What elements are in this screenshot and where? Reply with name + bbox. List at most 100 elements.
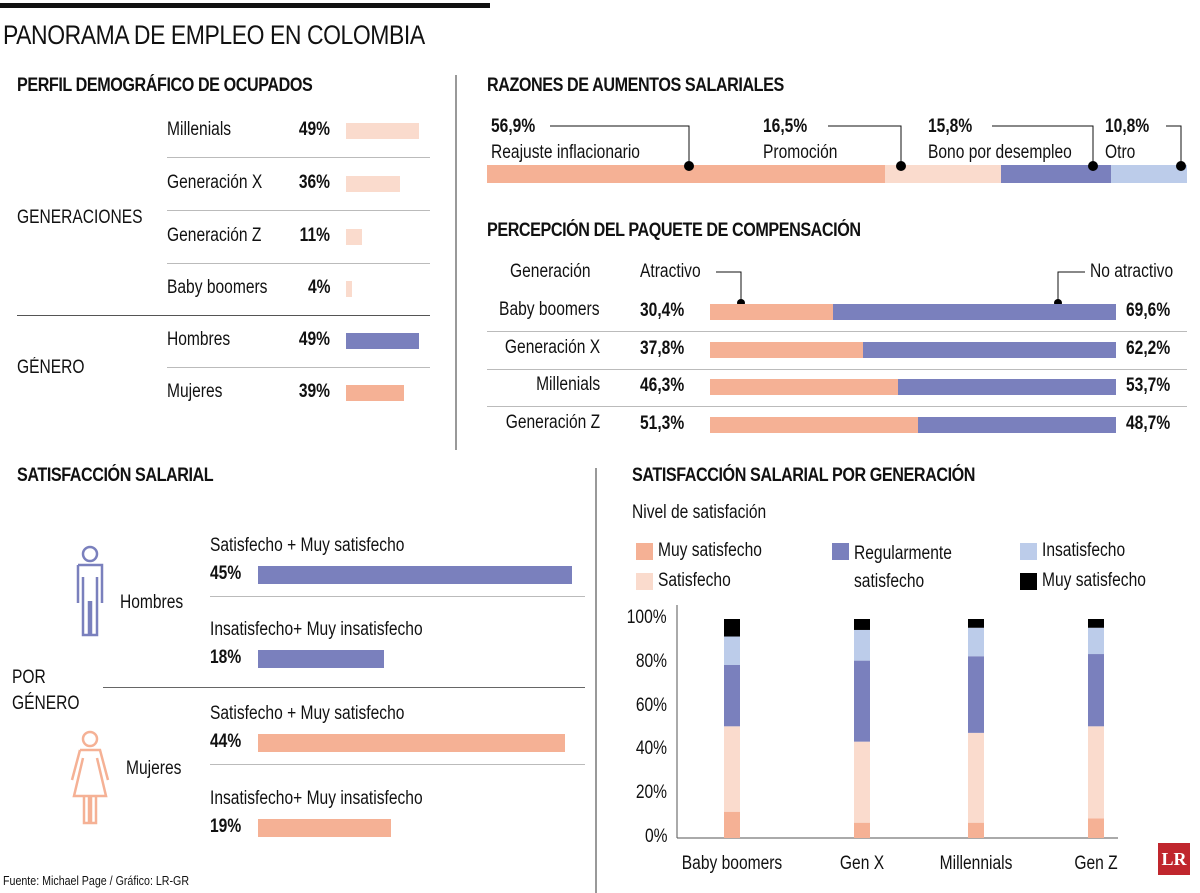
row-divider xyxy=(17,315,430,316)
stacked-bar-segment xyxy=(1088,654,1104,727)
perfil-label: Generación X xyxy=(167,172,263,193)
perfil-label: Hombres xyxy=(167,329,231,350)
perfil-value: 39% xyxy=(298,381,330,402)
razones-segment xyxy=(1111,165,1187,183)
percepcion-no-atractivo: 69,6% xyxy=(1126,300,1171,321)
satisfaccion-label: Satisfecho + Muy satisfecho xyxy=(210,703,405,724)
stacked-bar-segment xyxy=(724,811,740,838)
razones-segment xyxy=(885,165,1001,183)
razones-value: 10,8% xyxy=(1105,116,1150,137)
razones-title: RAZONES DE AUMENTOS SALARIALES xyxy=(487,75,784,96)
satisfaccion-label: Insatisfecho+ Muy insatisfecho xyxy=(210,788,423,809)
footer-source: Fuente: Michael Page / Gráfico: LR-GR xyxy=(3,873,190,888)
satisfaccion-bar xyxy=(258,650,384,668)
percepcion-atractivo: 46,3% xyxy=(640,375,685,396)
col-no-atractivo: No atractivo xyxy=(1090,261,1174,282)
row-divider xyxy=(167,210,430,211)
row-divider xyxy=(167,263,430,264)
perfil-bar xyxy=(346,281,352,297)
perfil-bar xyxy=(346,229,363,245)
row-divider xyxy=(210,764,585,765)
stacked-bar-segment xyxy=(1088,818,1104,838)
y-tick-label: 100% xyxy=(627,607,667,628)
y-tick-label: 80% xyxy=(635,650,667,672)
stacked-bar-segment xyxy=(724,636,740,665)
legend-label: Muy satisfecho xyxy=(658,540,762,561)
row-divider xyxy=(210,596,585,597)
bar-atractivo xyxy=(710,379,898,395)
legend-label: Insatisfecho xyxy=(1042,540,1126,561)
percepcion-no-atractivo: 62,2% xyxy=(1126,338,1171,359)
bar-no-atractivo xyxy=(863,342,1116,358)
perfil-label: Millenials xyxy=(167,119,232,140)
bar-no-atractivo xyxy=(897,379,1116,395)
lr-logo: LR xyxy=(1158,843,1190,875)
stacked-bar-segment xyxy=(968,619,984,628)
perfil-value: 4% xyxy=(307,277,330,298)
perfil-value: 11% xyxy=(299,225,330,246)
legend-label: Regularmente satisfecho xyxy=(854,543,952,592)
chart-subtitle: Nivel de satisfación xyxy=(632,502,767,523)
generaciones-label: GENERACIONES xyxy=(17,207,143,228)
razones-value: 15,8% xyxy=(928,116,973,137)
legend-swatch xyxy=(832,543,849,560)
percepcion-atractivo: 37,8% xyxy=(640,338,685,359)
genero-label: GÉNERO xyxy=(17,357,85,378)
stacked-bar-segment xyxy=(968,656,984,733)
bar-atractivo xyxy=(710,417,919,433)
col-generacion: Generación xyxy=(510,261,591,282)
legend-swatch xyxy=(636,573,653,590)
col-atractivo: Atractivo xyxy=(640,261,701,282)
legend-swatch xyxy=(636,543,653,560)
row-divider xyxy=(487,406,1187,407)
woman-icon xyxy=(70,730,110,825)
gender-divider xyxy=(103,687,585,688)
percepcion-gen: Baby boomers xyxy=(499,299,600,320)
bar-no-atractivo xyxy=(918,417,1116,433)
chart-title: SATISFACCIÓN SALARIAL POR GENERACIÓN xyxy=(632,465,976,486)
y-tick-label: 40% xyxy=(635,738,667,760)
stacked-bar-segment xyxy=(854,660,870,742)
stacked-bar-segment xyxy=(968,627,984,657)
percepcion-no-atractivo: 53,7% xyxy=(1126,375,1171,396)
razones-label: Promoción xyxy=(763,142,838,163)
perfil-value: 36% xyxy=(298,172,330,193)
stacked-bar-segment xyxy=(1088,619,1104,628)
satisfaccion-label: Satisfecho + Muy satisfecho xyxy=(210,535,405,556)
y-tick-label: 0% xyxy=(644,826,667,847)
row-divider xyxy=(167,157,430,158)
top-rule xyxy=(0,3,490,8)
razones-value: 16,5% xyxy=(763,116,808,137)
percepcion-gen: Generación Z xyxy=(505,412,600,433)
y-tick-label: 60% xyxy=(635,694,667,716)
mujeres-label: Mujeres xyxy=(126,758,182,779)
stacked-bar-segment xyxy=(854,619,870,630)
razones-label: Bono por desempleo xyxy=(928,142,1072,163)
legend-label: Satisfecho xyxy=(658,570,731,591)
perfil-label: Mujeres xyxy=(167,381,223,402)
bar-no-atractivo xyxy=(833,304,1116,320)
page-title: PANORAMA DE EMPLEO EN COLOMBIA xyxy=(3,20,425,50)
percepcion-gen: Generación X xyxy=(504,337,600,358)
stacked-bar-segment xyxy=(854,629,870,661)
razones-callouts xyxy=(550,125,1186,171)
divider xyxy=(455,75,457,450)
razones-segment xyxy=(487,165,886,183)
satisfaccion-title: SATISFACCIÓN SALARIAL xyxy=(17,465,214,486)
razones-value: 56,9% xyxy=(491,116,536,137)
satisfaccion-bar xyxy=(258,819,391,837)
legend-label: Muy satisfecho xyxy=(1042,570,1146,591)
razones-label: Otro xyxy=(1105,142,1136,163)
perfil-bar xyxy=(346,385,405,401)
x-tick-label: Gen X xyxy=(839,853,885,874)
bar-atractivo xyxy=(710,342,864,358)
satisfaccion-value: 45% xyxy=(210,563,242,584)
man-icon xyxy=(76,545,104,637)
stacked-bar-segment xyxy=(854,822,870,838)
percepcion-no-atractivo: 48,7% xyxy=(1126,413,1171,434)
satisfaccion-label: Insatisfecho+ Muy insatisfecho xyxy=(210,619,423,640)
y-tick-label: 20% xyxy=(635,782,667,804)
perfil-bar xyxy=(346,123,419,139)
row-divider xyxy=(167,367,430,368)
